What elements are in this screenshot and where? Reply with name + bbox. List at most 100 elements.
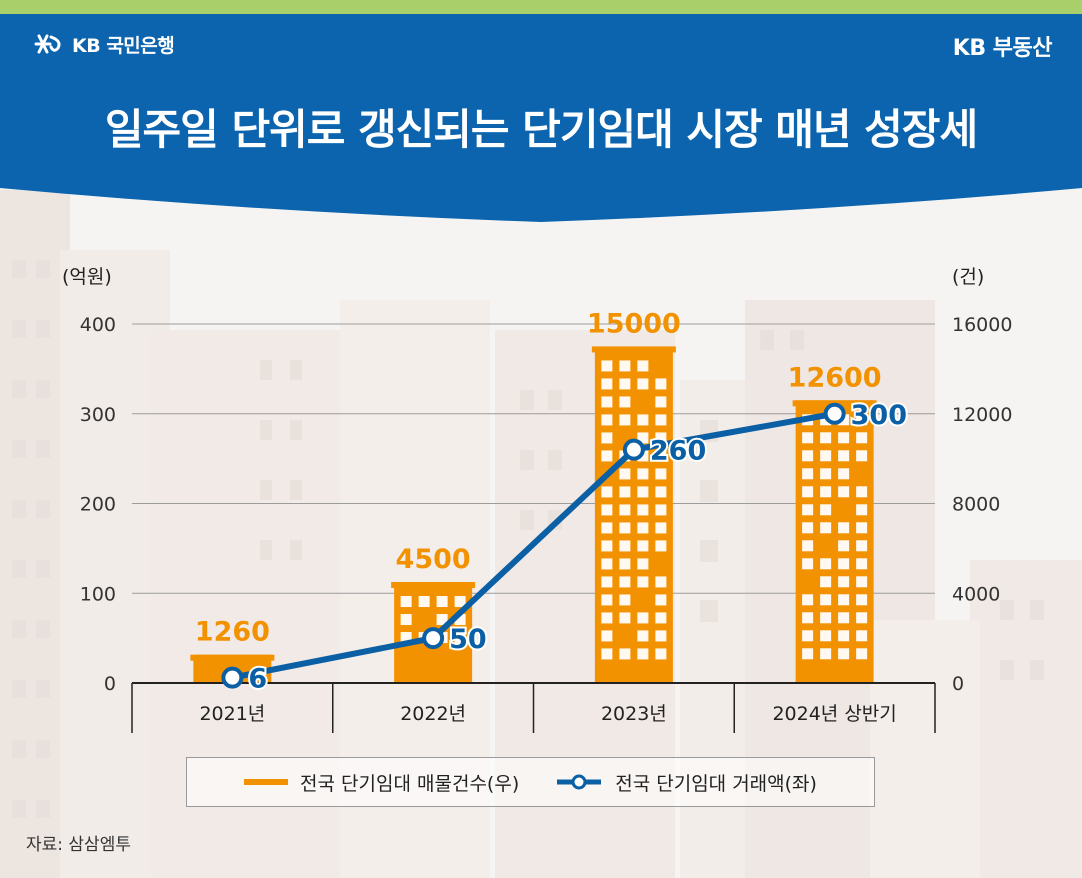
bar-window: [601, 522, 613, 534]
bar-window: [820, 432, 832, 444]
bar-window: [838, 648, 850, 660]
bar-window: [637, 648, 649, 660]
bar-window: [856, 648, 868, 660]
bar-window: [820, 522, 832, 534]
bar-window: [820, 648, 832, 660]
bar-window: [802, 486, 814, 498]
bar-window: [619, 468, 631, 480]
bar-window: [655, 594, 667, 606]
bar-window: [820, 612, 832, 624]
bar-window: [856, 576, 868, 588]
bar-value-label: 1260: [195, 617, 270, 648]
bar-window: [637, 360, 649, 372]
bar-window: [637, 414, 649, 426]
bar-window: [655, 648, 667, 660]
kb-bank-logo: KB 국민은행: [32, 30, 175, 58]
line-point: [422, 627, 445, 650]
bar-window: [838, 558, 850, 570]
bar-window: [619, 396, 631, 408]
bar-window: [838, 450, 850, 462]
bar-building: [591, 346, 676, 683]
bar-window: [856, 432, 868, 444]
bar-window: [820, 558, 832, 570]
bar-window: [637, 432, 649, 444]
right-axis-unit: (건): [952, 266, 985, 288]
bar-window: [838, 630, 850, 642]
bar-window: [400, 632, 412, 644]
right-tick-label: 0: [952, 673, 964, 695]
bar-window: [838, 576, 850, 588]
bar-window: [820, 630, 832, 642]
left-axis-unit: (억원): [62, 266, 112, 288]
bar-window: [637, 576, 649, 588]
bar-window: [400, 614, 412, 626]
x-tick-label: 2022년: [400, 703, 466, 725]
bar-window: [655, 414, 667, 426]
x-tick-label: 2021년: [199, 703, 265, 725]
bar-window: [601, 648, 613, 660]
bar-window: [820, 576, 832, 588]
bar-window: [454, 596, 466, 608]
bar-window: [655, 504, 667, 516]
left-tick-label: 0: [104, 673, 116, 695]
bar-window: [619, 648, 631, 660]
bar-window: [637, 540, 649, 552]
bar-window: [838, 594, 850, 606]
bar-window: [436, 596, 448, 608]
bar-window: [601, 486, 613, 498]
bar-window: [802, 648, 814, 660]
legend-item-transactions: 전국 단기임대 거래액(좌): [555, 769, 817, 796]
bar-window: [802, 540, 814, 552]
bar-window: [856, 486, 868, 498]
bar-window: [838, 612, 850, 624]
bar-window: [802, 468, 814, 480]
bar-window: [856, 558, 868, 570]
bar-window: [838, 522, 850, 534]
bar-window: [601, 540, 613, 552]
bar-window: [619, 612, 631, 624]
page-title: 일주일 단위로 갱신되는 단기임대 시장 매년 성장세: [104, 105, 978, 154]
bar-window: [601, 630, 613, 642]
bar-window: [856, 414, 868, 426]
right-tick-label: 12000: [952, 404, 1012, 426]
left-tick-label: 100: [80, 583, 116, 605]
bar-window: [637, 522, 649, 534]
bar-window: [802, 450, 814, 462]
bar-window: [601, 432, 613, 444]
bar-window: [802, 504, 814, 516]
bar-window: [619, 504, 631, 516]
bar-roof: [391, 582, 476, 589]
bar-window: [655, 468, 667, 480]
bar-window: [655, 432, 667, 444]
bar-window: [637, 486, 649, 498]
bar-window: [601, 558, 613, 570]
bar-roof: [190, 654, 275, 661]
x-tick-label: 2023년: [601, 703, 667, 725]
accent-strip: [0, 0, 1082, 14]
bar-window: [619, 558, 631, 570]
bar-window: [637, 504, 649, 516]
bar-value-label: 12600: [788, 362, 882, 393]
bar-window: [802, 432, 814, 444]
bar-window: [418, 596, 430, 608]
bar-window: [820, 594, 832, 606]
legend-line-swatch: [557, 774, 602, 790]
kb-realestate-logo: KB 부동산: [952, 36, 1053, 61]
legend-label-transactions: 전국 단기임대 거래액(좌): [615, 772, 817, 795]
bar-window: [802, 630, 814, 642]
bar-window: [856, 612, 868, 624]
bar-window: [601, 396, 613, 408]
bar-window: [619, 360, 631, 372]
bar-window: [400, 596, 412, 608]
bank-logo-text: KB 국민은행: [72, 34, 175, 57]
bar-window: [436, 614, 448, 626]
bar-roof: [591, 346, 676, 353]
bar-window: [619, 594, 631, 606]
right-tick-label: 16000: [952, 314, 1012, 336]
bar-window: [454, 614, 466, 626]
bar-window: [802, 558, 814, 570]
bar-window: [655, 378, 667, 390]
bar-building: [792, 400, 877, 683]
